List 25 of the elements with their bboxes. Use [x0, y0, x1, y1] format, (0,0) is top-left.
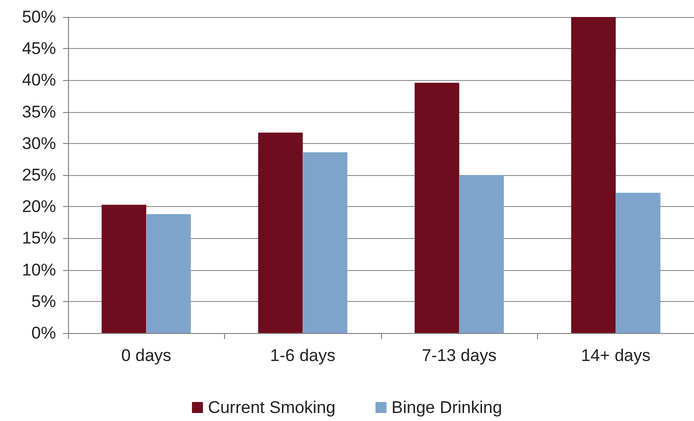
- x-tick-label: 1-6 days: [270, 346, 336, 365]
- y-tick-label: 45%: [22, 39, 56, 58]
- x-tick-label: 14+ days: [581, 346, 650, 365]
- y-tick-label: 30%: [22, 134, 56, 153]
- bar: [146, 214, 191, 333]
- legend-label: Binge Drinking: [391, 398, 502, 417]
- y-tick-label: 5%: [31, 292, 56, 311]
- y-tick-label: 0%: [31, 324, 56, 342]
- legend-label: Current Smoking: [208, 398, 336, 417]
- y-tick-label: 25%: [22, 166, 56, 184]
- x-tick-label: 0 days: [121, 346, 172, 365]
- y-tick-label: 50%: [22, 8, 56, 26]
- bar: [258, 132, 303, 333]
- bar: [102, 204, 146, 333]
- bar: [616, 192, 660, 333]
- bar: [302, 152, 348, 333]
- y-tick-label: 20%: [22, 197, 56, 216]
- x-tick-label: 7-13 days: [422, 346, 497, 365]
- bar: [414, 82, 460, 333]
- y-tick-label: 10%: [22, 260, 56, 280]
- y-tick-label: 15%: [22, 228, 56, 248]
- y-tick-label: 35%: [22, 102, 56, 122]
- bar: [459, 175, 504, 333]
- bar: [571, 17, 616, 333]
- y-tick-label: 40%: [22, 70, 56, 90]
